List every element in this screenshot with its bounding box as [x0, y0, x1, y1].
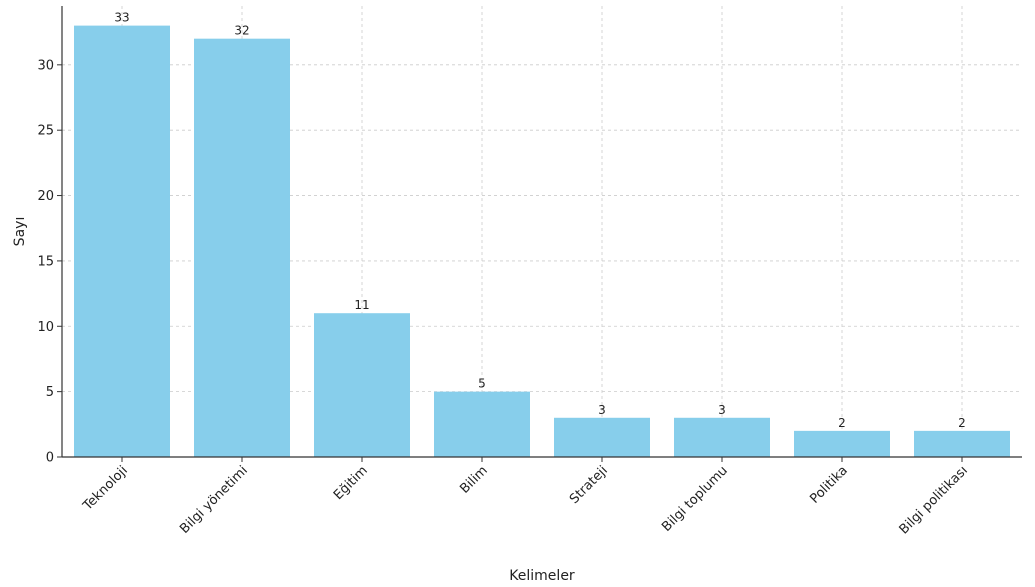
y-tick-label: 10 [37, 320, 54, 335]
bar-value-label: 33 [114, 11, 129, 25]
y-tick-label: 15 [37, 254, 54, 269]
bar-value-label: 2 [838, 416, 846, 430]
bar-value-label: 2 [958, 416, 966, 430]
x-tick-label: Eğitim [331, 463, 371, 503]
bar [74, 25, 170, 457]
x-ticks: Teknoloji Bilgi yönetimi Eğitim Bilim Strate… [80, 457, 971, 537]
x-tick-label: Bilgi politikası [897, 463, 971, 537]
y-tick-label: 20 [37, 189, 54, 204]
bar-value-label: 5 [478, 377, 486, 391]
bar-value-label: 3 [598, 403, 606, 417]
y-axis-title: Sayı [12, 217, 28, 247]
bar [194, 38, 290, 458]
bar [674, 417, 770, 457]
bar [794, 430, 890, 457]
y-ticks: 0 5 10 15 20 25 30 [37, 58, 62, 466]
x-tick-label: Bilim [457, 463, 491, 497]
x-axis-title: Kelimeler [509, 568, 575, 584]
bars [74, 25, 1010, 458]
bar [914, 430, 1010, 457]
x-tick-label: Bilgi toplumu [659, 463, 731, 535]
x-tick-label: Strateji [567, 463, 611, 507]
bar [434, 391, 530, 457]
grid-lines [62, 6, 1022, 458]
bar-value-label: 32 [234, 24, 249, 38]
bar-value-label: 3 [718, 403, 726, 417]
bar-value-label: 11 [354, 298, 369, 312]
x-tick-label: Politika [807, 463, 851, 507]
y-tick-label: 30 [37, 58, 54, 73]
y-tick-label: 5 [46, 385, 54, 400]
x-tick-label: Bilgi yönetimi [177, 463, 251, 537]
y-tick-label: 0 [46, 451, 54, 466]
bar [314, 313, 410, 457]
y-tick-label: 25 [37, 124, 54, 139]
bar [554, 417, 650, 457]
x-tick-label: Teknoloji [80, 463, 131, 514]
